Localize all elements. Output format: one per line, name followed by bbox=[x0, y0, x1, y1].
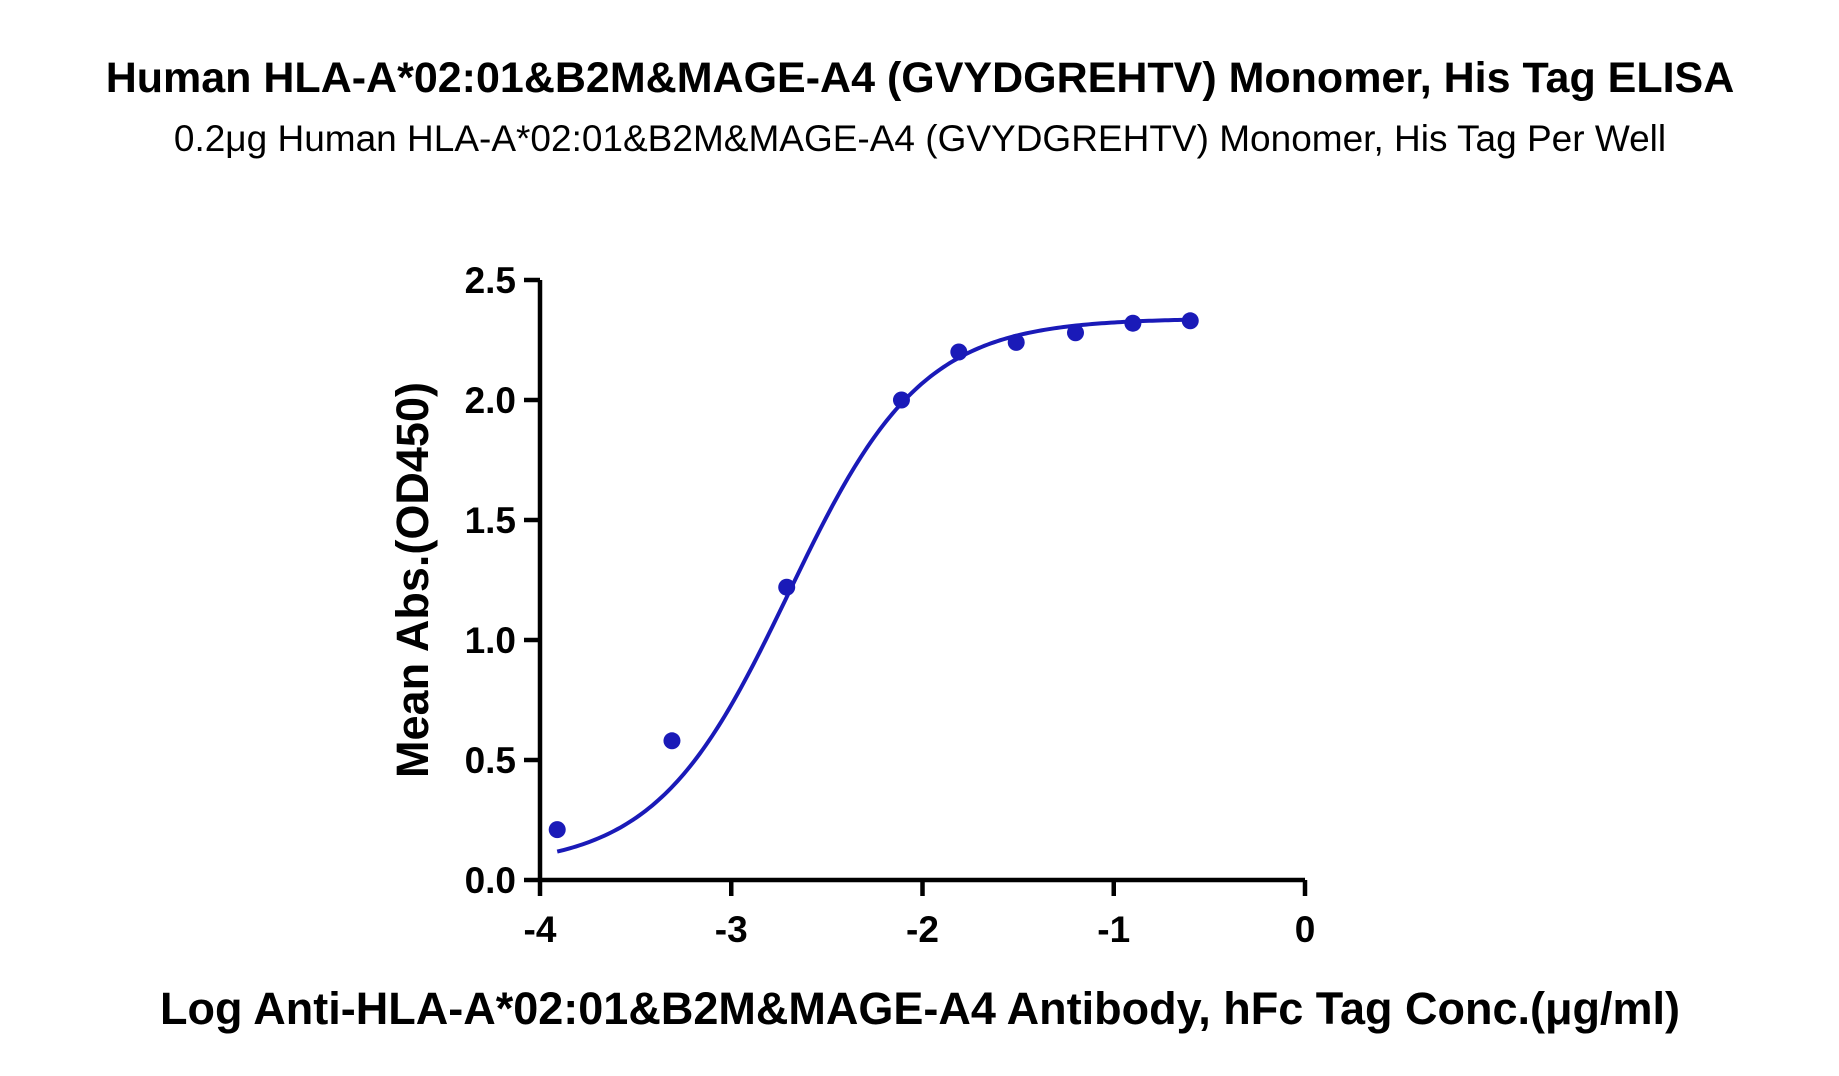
y-tick-label: 1.5 bbox=[465, 500, 516, 541]
y-tick-label: 0.0 bbox=[465, 860, 516, 901]
x-tick-label: -2 bbox=[906, 909, 939, 950]
data-point bbox=[1181, 312, 1199, 330]
chart-subtitle: 0.2μg Human HLA-A*02:01&B2M&MAGE-A4 (GVY… bbox=[174, 118, 1666, 159]
data-point bbox=[548, 821, 566, 839]
data-point bbox=[778, 578, 796, 596]
data-points bbox=[548, 312, 1199, 839]
data-point bbox=[663, 732, 681, 750]
plot-area: 0.0 0.5 1.0 1.5 2.0 2.5 -4 -3 -2 -1 0 bbox=[465, 260, 1316, 950]
data-point bbox=[892, 391, 910, 409]
x-tick-label: -1 bbox=[1097, 909, 1130, 950]
data-point bbox=[1067, 324, 1084, 342]
fit-curve bbox=[556, 317, 1191, 854]
data-point bbox=[1007, 333, 1025, 351]
y-axis-label: Mean Abs.(OD450) bbox=[387, 382, 438, 778]
x-tick-label: -3 bbox=[715, 909, 748, 950]
x-tick-label: 0 bbox=[1295, 909, 1316, 950]
chart-title: Human HLA-A*02:01&B2M&MAGE-A4 (GVYDGREHT… bbox=[106, 54, 1735, 102]
data-point bbox=[1124, 314, 1142, 332]
x-tick-label: -4 bbox=[524, 909, 557, 950]
x-axis-ticks: -4 -3 -2 -1 0 bbox=[524, 880, 1316, 950]
y-tick-label: 1.0 bbox=[465, 620, 516, 661]
x-axis-label: Log Anti-HLA-A*02:01&B2M&MAGE-A4 Antibod… bbox=[160, 983, 1680, 1034]
y-tick-label: 2.0 bbox=[465, 380, 516, 421]
data-point bbox=[950, 343, 968, 361]
y-tick-label: 2.5 bbox=[465, 260, 516, 301]
y-axis-ticks: 0.0 0.5 1.0 1.5 2.0 2.5 bbox=[465, 260, 540, 901]
y-tick-label: 0.5 bbox=[465, 740, 516, 781]
